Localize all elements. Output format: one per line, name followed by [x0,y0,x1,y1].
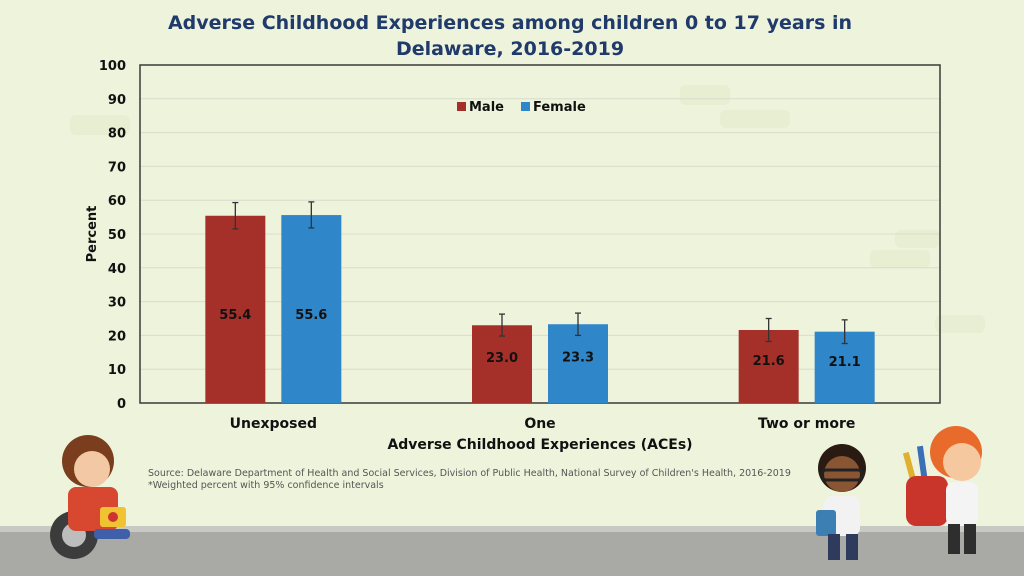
data-label: 23.0 [486,351,518,366]
y-tick-label: 80 [108,127,126,142]
sidewalk-edge [0,526,1024,532]
legend-label-female: Female [533,100,586,115]
legend: Male Female [457,100,586,115]
data-label: 23.3 [562,351,594,366]
y-axis-ticks: 0 10 20 30 40 50 60 70 80 90 100 [99,59,126,412]
x-axis-categories: Unexposed One Two or more [230,416,856,432]
child-backpack-illustration [902,426,982,554]
y-axis-label: Percent [85,206,100,263]
data-label: 55.4 [219,308,251,323]
y-tick-label: 40 [108,262,126,277]
data-label: 21.6 [753,354,785,369]
bar-female [548,324,608,403]
child-reading-illustration [816,444,866,560]
bar-female [281,215,342,403]
y-tick-label: 20 [108,329,126,344]
y-tick-label: 10 [108,363,126,378]
child-wheelchair-illustration [50,435,130,559]
source-footnote: *Weighted percent with 95% confidence in… [148,480,384,491]
bar-male [738,329,799,403]
chart-title-line-1: Adverse Childhood Experiences among chil… [167,12,853,34]
x-tick-label: One [524,416,555,432]
x-axis-label: Adverse Childhood Experiences (ACEs) [387,437,692,453]
plot-area [139,64,941,404]
y-tick-label: 0 [117,397,126,412]
y-tick-label: 100 [99,59,126,74]
legend-label-male: Male [469,100,504,115]
y-tick-label: 70 [108,160,126,175]
chart-title-line-2: Delaware, 2016-2019 [395,38,625,60]
y-tick-label: 50 [108,228,126,243]
x-tick-label: Two or more [758,416,855,432]
background-patch [870,250,930,268]
x-tick-label: Unexposed [230,416,317,432]
y-tick-label: 60 [108,194,126,209]
data-label: 21.1 [829,355,861,370]
data-label: 55.6 [295,308,327,323]
bar-male [205,215,266,403]
legend-swatch-female [521,102,530,111]
background-patch [70,115,130,135]
data-labels: 55.4 55.6 23.0 23.3 21.6 21.1 [219,308,860,370]
chart-title: Adverse Childhood Experiences among chil… [140,10,880,62]
bars [205,201,875,403]
y-tick-label: 90 [108,93,126,108]
bar-male [472,325,532,403]
grid-lines [140,98,940,370]
legend-swatch-male [457,102,466,111]
background-patch [720,110,790,128]
background-patch [680,85,730,105]
background-patch [935,315,985,333]
source-citation: Source: Delaware Department of Health an… [148,468,791,479]
y-tick-label: 30 [108,296,126,311]
source-note: Source: Delaware Department of Health an… [148,468,791,492]
